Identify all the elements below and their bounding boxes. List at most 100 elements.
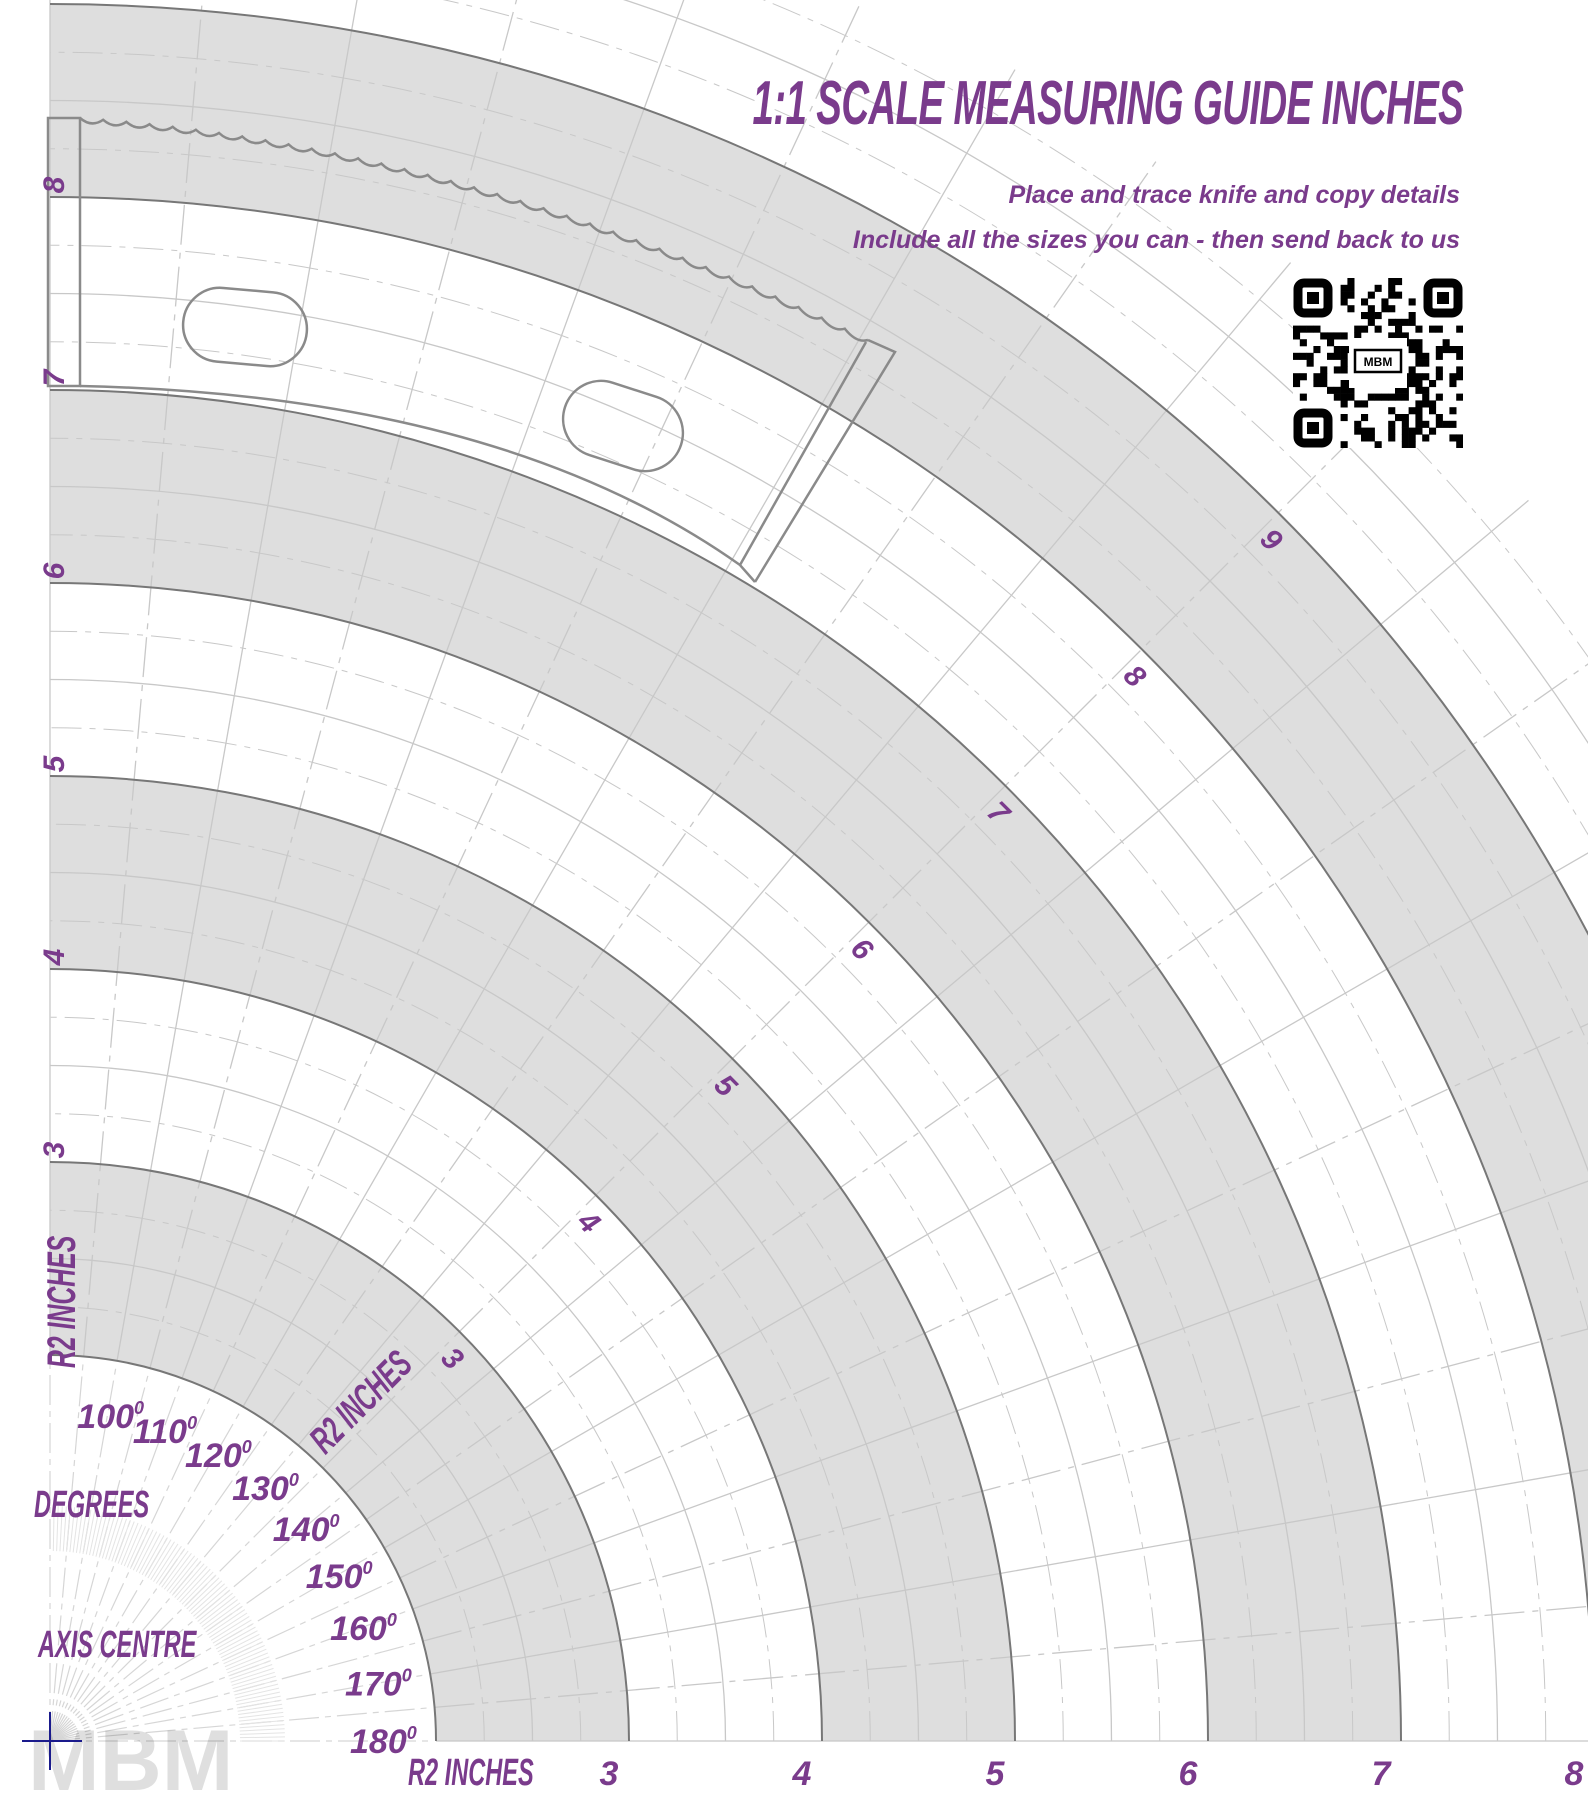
qr-module [1361, 312, 1368, 319]
qr-module [1368, 434, 1375, 441]
qr-module [1415, 387, 1422, 394]
qr-module [1436, 326, 1443, 333]
qr-module [1354, 400, 1361, 407]
qr-module [1456, 434, 1463, 441]
qr-module [1334, 332, 1341, 339]
qr-module [1415, 400, 1422, 407]
qr-module [1300, 394, 1307, 401]
qr-module [1361, 298, 1368, 305]
qr-module [1327, 339, 1334, 346]
qr-module [1341, 387, 1348, 394]
qr-module [1347, 285, 1354, 292]
qr-module [1449, 421, 1456, 428]
bottom-tick-8: 8 [1565, 1755, 1584, 1793]
qr-module [1388, 319, 1395, 326]
qr-module [1409, 428, 1416, 435]
qr-module [1361, 400, 1368, 407]
qr-module [1375, 441, 1382, 448]
qr-module [1375, 285, 1382, 292]
qr-module [1443, 421, 1450, 428]
instruction-line-1: Place and trace knife and copy details [1008, 181, 1460, 210]
qr-module [1313, 346, 1320, 353]
qr-module [1327, 353, 1334, 360]
qr-module [1422, 394, 1429, 401]
qr-module [1341, 292, 1348, 299]
qr-module [1456, 373, 1463, 380]
qr-module [1409, 434, 1416, 441]
fan-tick [231, 1668, 274, 1682]
qr-module [1341, 414, 1348, 421]
qr-module [1436, 394, 1443, 401]
fan-tick [237, 1700, 281, 1708]
qr-module [1300, 353, 1307, 360]
diagonal-tick-8: 8 [1117, 659, 1152, 694]
left-tick-6: 6 [38, 562, 71, 579]
fan-tick [136, 1532, 156, 1572]
qr-module [1395, 319, 1402, 326]
qr-module [1327, 332, 1334, 339]
diagonal-tick-6: 6 [844, 932, 879, 967]
qr-module [1395, 414, 1402, 421]
qr-module [1313, 373, 1320, 380]
qr-module [1409, 298, 1416, 305]
qr-module [1415, 360, 1422, 367]
qr-module [1409, 312, 1416, 319]
qr-module [1381, 298, 1388, 305]
axis-centre-label: AXIS CENTRE [38, 1624, 196, 1667]
qr-module [1341, 400, 1348, 407]
qr-module [1300, 339, 1307, 346]
qr-module [1347, 394, 1354, 401]
qr-module [1334, 353, 1341, 360]
bottom-tick-3: 3 [600, 1755, 619, 1793]
qr-module [1409, 319, 1416, 326]
qr-module [1334, 394, 1341, 401]
qr-module [1443, 346, 1450, 353]
qr-module [1436, 414, 1443, 421]
qr-module [1368, 319, 1375, 326]
qr-module [1395, 278, 1402, 285]
qr-module [1361, 414, 1368, 421]
qr-module [1409, 407, 1416, 414]
qr-module [1415, 339, 1422, 346]
bottom-tick-5: 5 [986, 1755, 1006, 1793]
qr-module [1422, 434, 1429, 441]
qr-module [1341, 346, 1348, 353]
qr-module [1402, 428, 1409, 435]
qr-module [1402, 394, 1409, 401]
qr-module [1381, 305, 1388, 312]
qr-module [1368, 394, 1375, 401]
qr-module [1415, 421, 1422, 428]
qr-module [1341, 298, 1348, 305]
left-tick-8: 8 [38, 176, 71, 193]
qr-module [1300, 326, 1307, 333]
qr-module [1341, 353, 1348, 360]
bottom-tick-6: 6 [1179, 1755, 1199, 1793]
qr-module [1388, 407, 1395, 414]
qr-module [1429, 400, 1436, 407]
qr-module [1320, 332, 1327, 339]
qr-module [1381, 394, 1388, 401]
qr-module [1415, 353, 1422, 360]
qr-module [1415, 380, 1422, 387]
qr-module [1456, 394, 1463, 401]
qr-module [1354, 326, 1361, 333]
qr-module [1449, 380, 1456, 387]
left-tick-7: 7 [38, 368, 71, 386]
qr-module [1341, 360, 1348, 367]
fan-tick [238, 1704, 282, 1711]
qr-module [1395, 292, 1402, 299]
qr-module [1436, 366, 1443, 373]
bottom-tick-4: 4 [792, 1755, 812, 1793]
qr-module [1361, 428, 1368, 435]
qr-module [1327, 387, 1334, 394]
qr-module [1422, 360, 1429, 367]
left-tick-4: 4 [38, 948, 71, 966]
page-title: 1:1 SCALE MEASURING GUIDE INCHES [752, 68, 1463, 139]
qr-module [1375, 312, 1382, 319]
qr-module [1456, 366, 1463, 373]
qr-module [1409, 339, 1416, 346]
fan-tick [230, 1664, 273, 1679]
degree-label-140: 1400 [273, 1511, 340, 1549]
qr-module [1334, 387, 1341, 394]
qr-module [1456, 346, 1463, 353]
